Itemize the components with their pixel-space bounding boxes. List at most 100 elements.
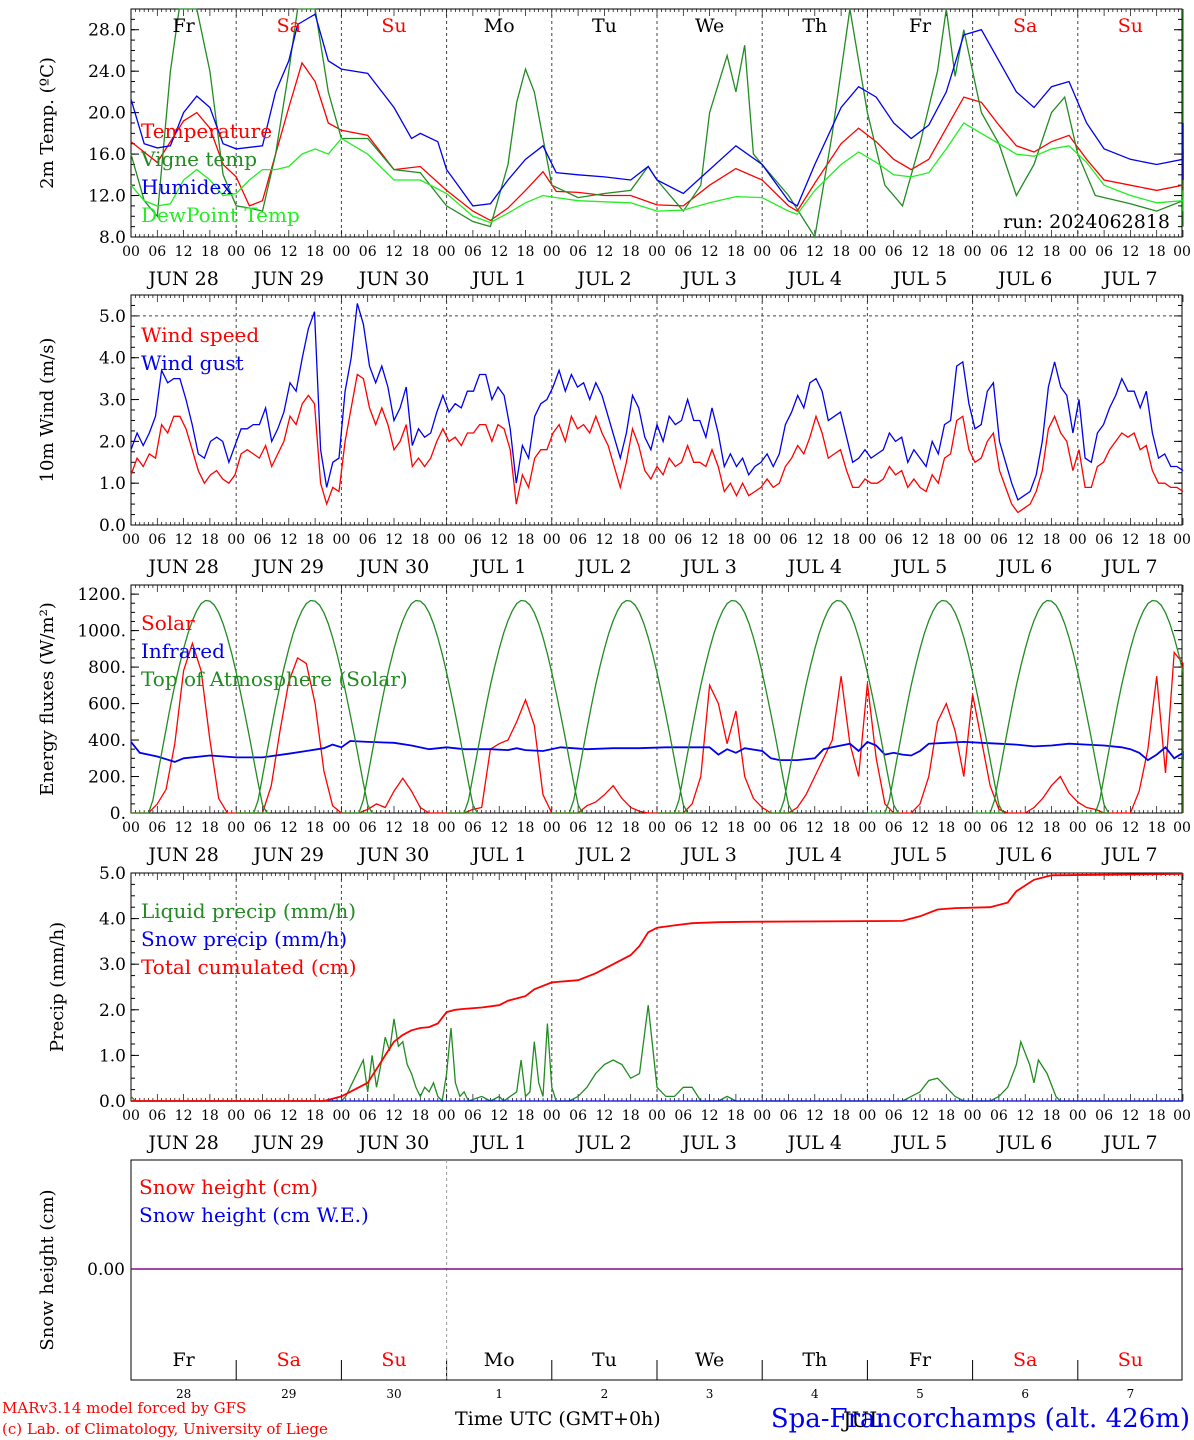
date-label: JUL 2 <box>575 268 631 290</box>
hour-label: 00 <box>438 1108 456 1124</box>
date-label: JUN 28 <box>146 844 218 866</box>
hour-label: 06 <box>990 532 1008 548</box>
hour-label: 00 <box>858 532 876 548</box>
hour-label: 00 <box>227 532 245 548</box>
hour-label: 12 <box>806 532 824 548</box>
hour-label: 00 <box>858 820 876 836</box>
hour-label: 06 <box>464 1108 482 1124</box>
date-label: JUL 1 <box>470 844 526 866</box>
hour-label: 00 <box>964 820 982 836</box>
day-name-label: Fr <box>172 1349 195 1371</box>
date-label: JUL 4 <box>786 1132 842 1154</box>
date-label: JUL 1 <box>470 556 526 578</box>
hour-label: 12 <box>175 820 193 836</box>
y-tick-label: 12.0 <box>88 187 126 207</box>
date-label: JUN 29 <box>252 268 324 290</box>
legend-entry: Total cumulated (cm) <box>141 955 357 979</box>
hour-label: 06 <box>674 1108 692 1124</box>
hour-label: 12 <box>1121 820 1139 836</box>
y-tick-label: 1.0 <box>99 1046 126 1066</box>
hour-label: 06 <box>254 820 272 836</box>
hour-label: 06 <box>1095 532 1113 548</box>
day-name-label: Sa <box>277 15 301 37</box>
hour-label: 18 <box>727 244 745 260</box>
hour-label: 18 <box>1148 820 1166 836</box>
y-tick-label: 24.0 <box>88 62 126 82</box>
day-number-label: 29 <box>281 1387 296 1401</box>
date-label: JUL 6 <box>996 556 1052 578</box>
hour-label: 06 <box>780 820 798 836</box>
hour-label: 12 <box>806 820 824 836</box>
hour-label: 00 <box>438 532 456 548</box>
hour-label: 18 <box>1043 532 1061 548</box>
hour-label: 06 <box>885 244 903 260</box>
hour-label: 00 <box>227 1108 245 1124</box>
day-name-label: Tu <box>592 1349 617 1371</box>
hour-label: 12 <box>911 532 929 548</box>
hour-label: 00 <box>122 820 140 836</box>
hour-label: 12 <box>175 532 193 548</box>
hour-label: 00 <box>332 244 350 260</box>
date-label: JUL 6 <box>996 844 1052 866</box>
panel-2: 0.0 1.0 2.0 3.0 4.0 5.0 10m Wind (m/s) Wind spe… <box>37 294 1191 578</box>
date-label: JUL 7 <box>1101 1132 1157 1154</box>
hour-label: 12 <box>175 1108 193 1124</box>
hour-label: 00 <box>1173 820 1191 836</box>
credit-line-1: MARv3.14 model forced by GFS <box>2 1399 246 1417</box>
run-label: run: 2024062818 <box>1003 211 1170 233</box>
hour-label: 00 <box>753 532 771 548</box>
panel-4: 0.0 1.0 2.0 3.0 4.0 5.0 Precip (mm/h) Liquid pr… <box>47 864 1191 1154</box>
hour-label: 06 <box>1095 820 1113 836</box>
date-label: JUL 6 <box>996 1132 1052 1154</box>
series-line <box>131 599 1184 814</box>
hour-label: 18 <box>622 244 640 260</box>
hour-label: 00 <box>858 244 876 260</box>
series-line <box>130 13 1184 207</box>
day-name-label: Mo <box>484 1349 515 1371</box>
y-tick-label: 28.0 <box>88 21 126 41</box>
date-label: JUN 29 <box>252 844 324 866</box>
hour-label: 00 <box>438 820 456 836</box>
hour-label: 00 <box>543 244 561 260</box>
legend-entry: Wind speed <box>141 323 259 347</box>
hour-label: 18 <box>832 820 850 836</box>
hour-label: 06 <box>464 244 482 260</box>
hour-label: 00 <box>438 244 456 260</box>
credit-line-2: (c) Lab. of Climatology, University of L… <box>2 1420 328 1438</box>
hour-label: 06 <box>990 244 1008 260</box>
date-label: JUL 1 <box>470 268 526 290</box>
day-name-label: Fr <box>909 1349 932 1371</box>
hour-label: 18 <box>201 820 219 836</box>
hour-label: 06 <box>674 244 692 260</box>
hour-label: 06 <box>148 532 166 548</box>
hour-label: 12 <box>595 532 613 548</box>
hour-label: 12 <box>490 820 508 836</box>
y-axis-label: 10m Wind (m/s) <box>37 338 58 483</box>
day-name-label: Sa <box>1013 1349 1037 1371</box>
hour-label: 00 <box>964 244 982 260</box>
day-name-label: Tu <box>592 15 617 37</box>
hour-label: 18 <box>832 244 850 260</box>
date-label: JUN 30 <box>357 556 429 578</box>
date-label: JUN 28 <box>146 268 218 290</box>
legend-entry: Humidex <box>141 175 233 199</box>
hour-label: 06 <box>780 244 798 260</box>
hour-label: 18 <box>201 1108 219 1124</box>
date-label: JUL 6 <box>996 268 1052 290</box>
hour-label: 00 <box>122 1108 140 1124</box>
day-number-label: 6 <box>1021 1387 1029 1401</box>
date-label: JUL 3 <box>680 268 736 290</box>
hour-label: 00 <box>964 532 982 548</box>
hour-label: 00 <box>122 244 140 260</box>
hour-label: 12 <box>1121 1108 1139 1124</box>
hour-label: 12 <box>280 244 298 260</box>
y-tick-label: 600. <box>88 695 126 715</box>
hour-label: 18 <box>1043 1108 1061 1124</box>
y-tick-label: 3.0 <box>99 955 126 975</box>
legend-entry: Solar <box>141 611 195 635</box>
hour-label: 18 <box>1043 244 1061 260</box>
hour-label: 12 <box>701 244 719 260</box>
legend-entry: Temperature <box>141 119 272 143</box>
hour-label: 00 <box>1069 820 1087 836</box>
